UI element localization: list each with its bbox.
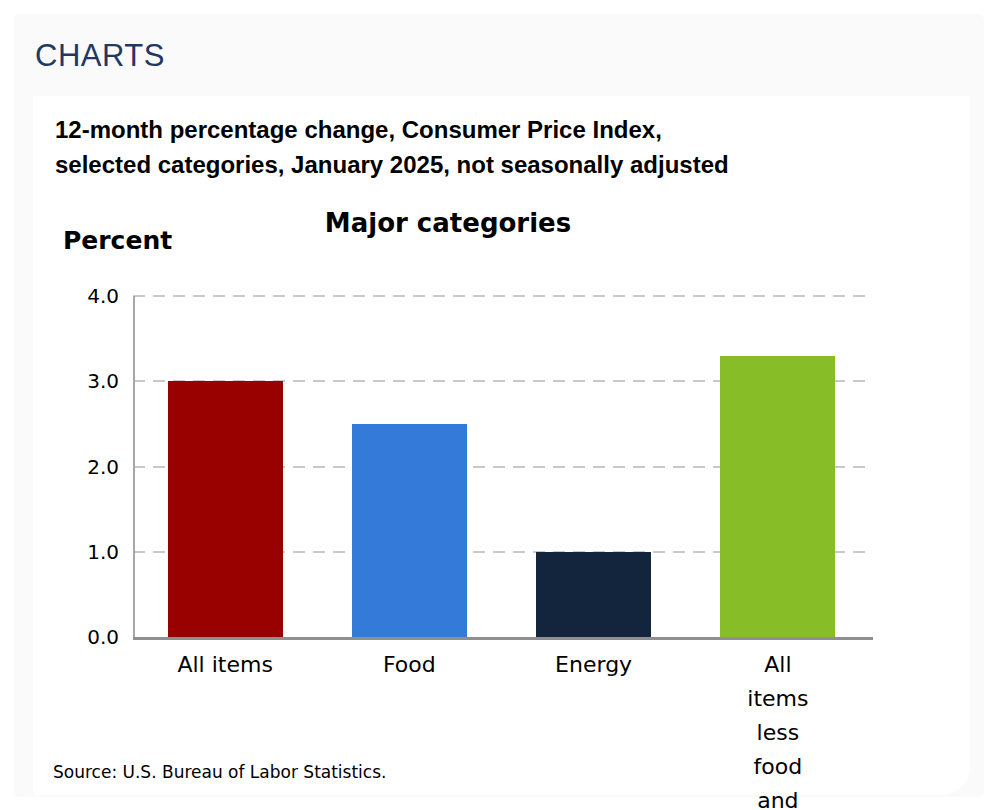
y-tick-label: 1.0 [87,540,119,564]
page-title: CHARTS [35,38,165,74]
chart-bar-all-items-less-food-and-energy[interactable] [720,356,835,637]
x-axis-line [133,637,873,640]
source-note: Source: U.S. Bureau of Labor Statistics. [53,762,386,782]
chart-card: 12-month percentage change, Consumer Pri… [33,96,970,795]
y-axis-line [133,296,135,637]
plot-area [133,296,870,637]
x-category-label-food: Food [383,648,436,682]
y-tick-label: 3.0 [87,369,119,393]
page: CHARTS 12-month percentage change, Consu… [0,0,998,810]
charts-panel: CHARTS 12-month percentage change, Consu… [14,14,984,797]
x-category-label-all-items-less-food-and-energy: All items less food and energy [732,648,824,810]
chart-bar-energy[interactable] [536,552,651,637]
chart-bar-food[interactable] [352,424,467,637]
y-tick-label: 2.0 [87,455,119,479]
x-category-label-all-items: All items [177,648,272,682]
x-axis-labels: All itemsFoodEnergyAll items less food a… [133,648,870,758]
chart-title: Major categories [148,208,748,238]
chart-subtitle: 12-month percentage change, Consumer Pri… [55,112,915,182]
y-tick-label: 0.0 [87,625,119,649]
y-tick-label: 4.0 [87,284,119,308]
gridline [133,295,870,297]
chart-bar-all-items[interactable] [168,381,283,637]
y-axis-ticks: 0.01.02.03.04.0 [33,296,119,637]
x-category-label-energy: Energy [555,648,632,682]
